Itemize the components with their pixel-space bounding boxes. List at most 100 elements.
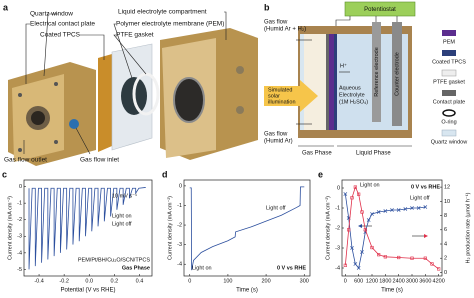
marker [350,196,354,200]
y-tick-label: -4 [17,250,22,256]
electrolyte-label: Aqueous [339,85,361,91]
photo-inlet [69,119,79,129]
callout-line [80,34,105,60]
annotation: Light on [112,213,132,219]
y-tick-label: -4 [335,265,340,271]
y-axis-label: Current density (mA cm⁻²) [325,196,331,260]
y-tick-label: -2 [17,217,22,223]
callout: Coated TPCS [40,32,81,39]
marker [357,192,361,196]
annotation: 0 V vs RHE [277,265,306,271]
x-tick-label: 0 [344,278,347,284]
data-line [189,186,305,271]
photo-screw [18,93,22,97]
annotation: Light off [112,221,132,227]
gas-in-label: Gas flow [264,20,288,26]
potentiostat-box [344,1,416,17]
phase-label: Liquid Phase [356,151,391,157]
callout: Quartz window [30,11,73,18]
photo-window [173,77,205,123]
panel-b: b Potentiostat Reference electrode Count… [264,1,467,157]
callout-line [25,23,30,84]
marker [370,245,374,250]
x-tick-label: 0 [188,278,191,284]
photo-hole-inner [31,111,45,125]
marker [353,185,357,189]
x-tick-label: 600 [354,278,363,284]
x-tick-label: 300 [300,278,309,284]
photo-screw [54,140,58,144]
data-line [344,186,439,270]
electrolyte-label: (1M H₂SO₄) [339,99,368,105]
y-tick-label: -3 [177,242,182,248]
reference-electrode [372,22,381,122]
y-axis-label: Current density (mA cm⁻²) [7,196,13,260]
marker [343,192,348,196]
marker [437,267,441,271]
marker [403,207,408,211]
marker [363,228,367,232]
gas-out-label: (Humid Ar) [264,139,293,145]
marker [410,256,414,260]
marker [343,263,347,267]
y-tick-label: -1 [177,203,182,209]
gas-out-label: Gas flow [264,132,288,138]
legend-swatch [441,129,457,137]
plot-frame [341,179,443,277]
axis-pointer-head [424,234,428,238]
legend-label: PEM [443,39,455,45]
marker [376,210,381,214]
y-tick-label: -2 [335,225,340,231]
x-tick-label: 4200 [433,278,445,284]
photo-port [236,66,244,74]
marker [423,256,427,260]
x-axis-label: Potential (V vs RHE) [60,288,115,294]
annotation: Light on [360,182,380,188]
x-tick-label: 2400 [393,278,405,284]
y-tick-label: -3 [335,245,340,251]
marker [347,228,351,232]
y-tick-label: -4 [177,262,182,268]
annotation: PEM/Pt/BH/Cu₂O/SCN/TPCS [78,257,150,263]
legend-label: Contact plate [433,99,465,105]
panel-a: a Quartz window Electrical contact plate… [3,2,258,166]
marker [370,212,374,216]
panel-label: c [2,169,7,179]
proton-label: H⁺ [340,62,347,69]
callout-line [113,23,133,79]
x-tick-label: 100 [223,278,232,284]
counter-electrode [392,22,402,126]
legend-swatch [441,69,457,77]
marker [353,262,358,266]
photo-tpcs-strip [98,54,112,152]
callout-line [43,13,58,77]
y-tick-label: -1 [17,201,22,207]
legend-label: O-ring [441,119,456,125]
y-tick-label: -3 [17,234,22,240]
y2-tick-label: 4 [444,241,447,247]
legend-label: PTFE gasket [433,79,465,85]
photo-port [236,106,244,114]
y-axis-label: Current density (mA cm⁻²) [167,196,173,260]
coated-tpcs [334,34,337,130]
panel-label: b [264,2,270,12]
marker [410,206,414,210]
annotation: Light on [192,265,212,271]
electrode-label: Counter electrode [394,52,400,96]
y-tick-label: 0 [19,184,22,190]
legend-swatch [442,30,456,36]
annotation: 0 V vs RHE [411,184,440,190]
photo-screw [18,148,22,152]
x-tick-label: 200 [261,278,270,284]
marker [430,262,434,266]
y-tick-label: -2 [177,223,182,229]
y-tick-label: 0 [337,185,340,191]
y2-tick-label: 10 [444,199,450,205]
illumination-label: illumination [268,99,296,105]
y2-tick-label: 12 [444,185,450,191]
contact-plate [326,34,329,130]
marker [377,253,381,257]
x-tick-label: 0.4 [136,278,144,284]
x-tick-label: 3600 [419,278,431,284]
x-tick-label: -0.2 [59,278,68,284]
